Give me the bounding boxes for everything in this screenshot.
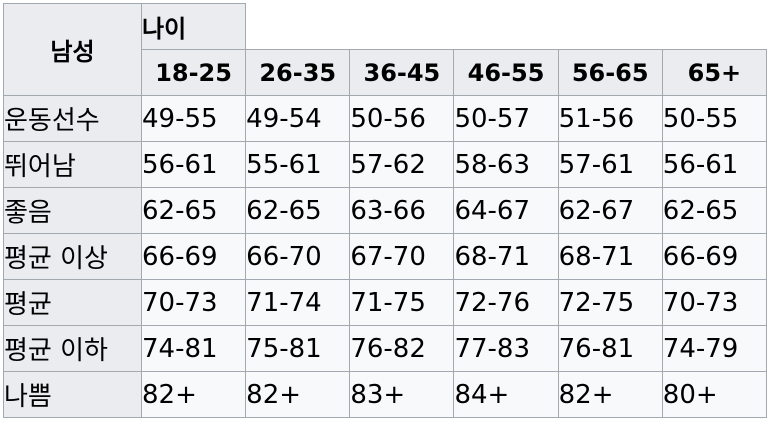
table-cell: 77-83 — [453, 325, 559, 372]
table-cell: 68-71 — [453, 233, 559, 280]
table-row: 뛰어남 56-61 55-61 57-62 58-63 57-61 56-61 — [3, 141, 768, 188]
table-cell: 64-67 — [453, 187, 559, 234]
table-cell: 57-62 — [349, 141, 455, 188]
table-cell: 72-75 — [557, 279, 663, 326]
table-cell: 84+ — [453, 371, 559, 418]
header-blank-area — [245, 3, 767, 50]
table-cell: 76-81 — [557, 325, 663, 372]
table-cell: 76-82 — [349, 325, 455, 372]
table-row: 평균 70-73 71-74 71-75 72-76 72-75 70-73 — [3, 279, 768, 326]
row-label: 평균 이하 — [3, 325, 142, 372]
header-row-ages: 18-25 26-35 36-45 46-55 56-65 65+ — [4, 49, 768, 96]
row-label: 뛰어남 — [3, 141, 142, 188]
header-row-top: 남성 나이 — [3, 3, 767, 96]
heart-rate-table: 남성 나이 18-25 26-35 36-45 46-55 56-65 65+ … — [3, 3, 768, 418]
table-cell: 66-70 — [245, 233, 351, 280]
table-cell: 74-81 — [140, 325, 247, 372]
age-range-header: 18-25 — [140, 49, 247, 96]
table-row: 좋음 62-65 62-65 63-66 64-67 62-67 62-65 — [3, 187, 768, 234]
table-cell: 66-69 — [661, 233, 768, 280]
table-cell: 71-74 — [245, 279, 351, 326]
table-cell: 74-79 — [661, 325, 768, 372]
age-range-header: 65+ — [661, 49, 768, 96]
table-cell: 68-71 — [557, 233, 663, 280]
age-range-header: 56-65 — [557, 49, 663, 96]
table-cell: 62-65 — [140, 187, 247, 234]
table-cell: 80+ — [661, 371, 768, 418]
table-cell: 56-61 — [140, 141, 247, 188]
table-row: 나쁨 82+ 82+ 83+ 84+ 82+ 80+ — [3, 371, 768, 418]
table-cell: 62-65 — [661, 187, 768, 234]
table-cell: 66-69 — [140, 233, 247, 280]
table-cell: 51-56 — [557, 95, 663, 142]
table-cell: 62-65 — [245, 187, 351, 234]
table-cell: 57-61 — [557, 141, 663, 188]
age-range-header: 26-35 — [245, 49, 351, 96]
row-label: 평균 — [3, 279, 142, 326]
age-group-header: 나이 — [140, 3, 247, 50]
row-label: 운동선수 — [3, 95, 142, 142]
table-cell: 70-73 — [661, 279, 768, 326]
table-cell: 49-54 — [245, 95, 351, 142]
age-range-header: 46-55 — [453, 49, 559, 96]
table-cell: 50-57 — [453, 95, 559, 142]
table-cell: 62-67 — [557, 187, 663, 234]
table-cell: 82+ — [140, 371, 247, 418]
row-label: 좋음 — [3, 187, 142, 234]
table-cell: 82+ — [557, 371, 663, 418]
table-cell: 83+ — [349, 371, 455, 418]
table-cell: 50-55 — [661, 95, 768, 142]
table-cell: 72-76 — [453, 279, 559, 326]
table-cell: 75-81 — [245, 325, 351, 372]
table-row: 평균 이상 66-69 66-70 67-70 68-71 68-71 66-6… — [3, 233, 768, 280]
row-label: 평균 이상 — [3, 233, 142, 280]
table-cell: 67-70 — [349, 233, 455, 280]
table-cell: 58-63 — [453, 141, 559, 188]
table-row: 평균 이하 74-81 75-81 76-82 77-83 76-81 74-7… — [3, 325, 768, 372]
gender-header: 남성 — [3, 3, 142, 96]
table-cell: 82+ — [245, 371, 351, 418]
table-cell: 70-73 — [140, 279, 247, 326]
age-range-header: 36-45 — [349, 49, 455, 96]
table-cell: 71-75 — [349, 279, 455, 326]
table-cell: 63-66 — [349, 187, 455, 234]
table-row: 운동선수 49-55 49-54 50-56 50-57 51-56 50-55 — [3, 95, 768, 142]
row-label: 나쁨 — [3, 371, 142, 418]
table-cell: 55-61 — [245, 141, 351, 188]
table-cell: 50-56 — [349, 95, 455, 142]
table-cell: 56-61 — [661, 141, 768, 188]
table-cell: 49-55 — [140, 95, 247, 142]
